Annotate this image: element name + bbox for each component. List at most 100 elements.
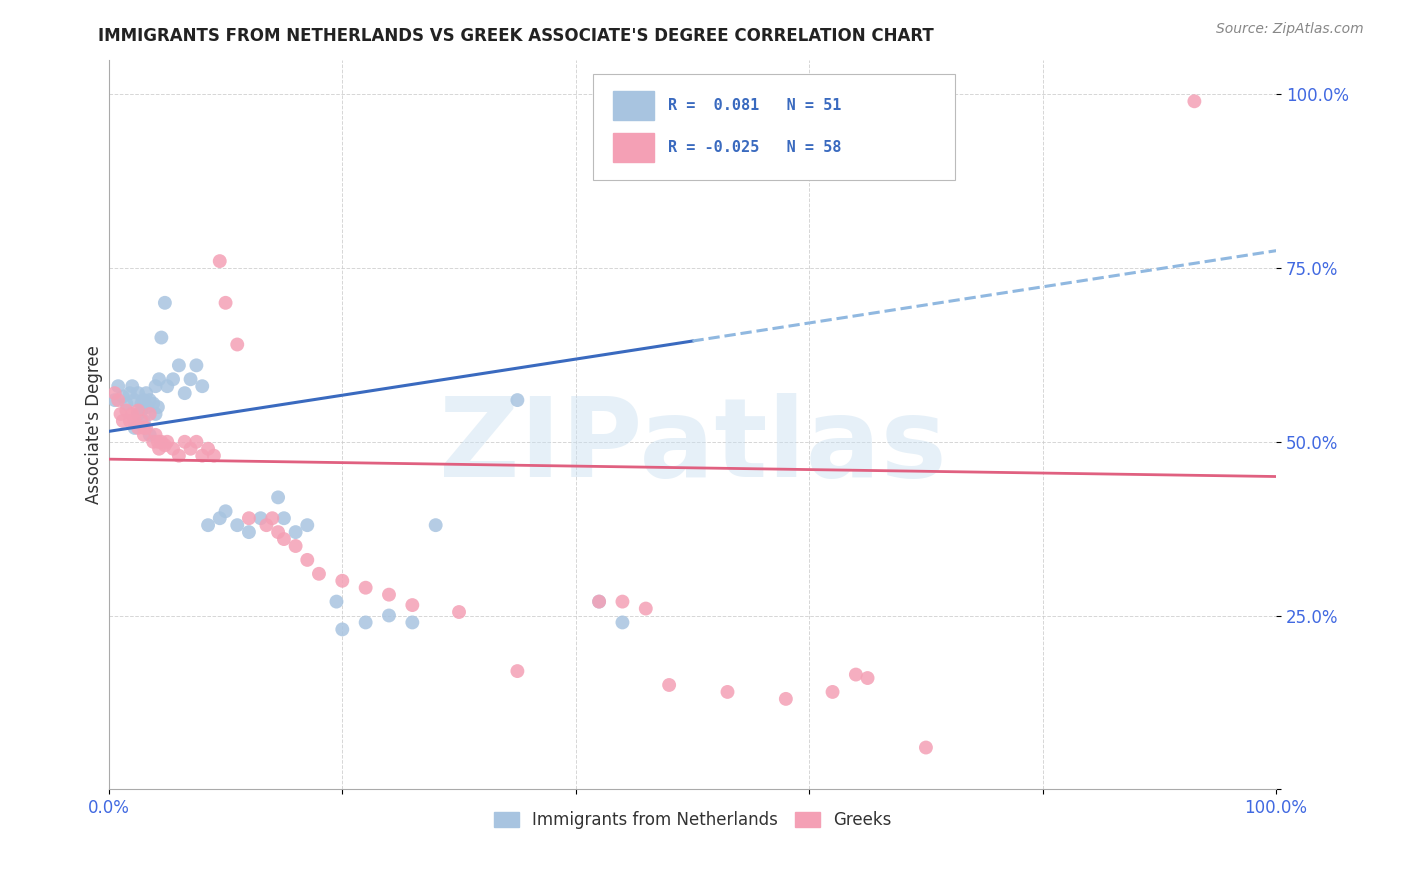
Point [146,434,169,449]
Point [330,574,353,588]
Point [238,511,260,525]
Point [104,393,127,408]
Point [132,421,155,435]
Point [208,254,231,268]
Point [634,601,657,615]
Point [131,403,153,417]
Point [138,427,160,442]
Point [107,393,129,408]
Point [138,407,160,421]
FancyBboxPatch shape [593,74,955,180]
Point [131,414,153,428]
Point [330,623,353,637]
Point [132,393,155,408]
Point [115,396,138,410]
Text: Source: ZipAtlas.com: Source: ZipAtlas.com [1216,22,1364,37]
Y-axis label: Associate's Degree: Associate's Degree [86,345,103,504]
Point [821,685,844,699]
Point [127,386,149,401]
Point [506,393,529,408]
Point [297,553,319,567]
Point [214,504,236,518]
Bar [613,133,654,161]
Point [191,449,214,463]
Point [845,667,868,681]
Point [915,740,938,755]
Point [162,442,184,456]
Point [127,421,149,435]
Point [150,434,173,449]
Point [775,692,797,706]
Point [138,393,160,408]
Point [297,518,319,533]
Point [378,608,401,623]
Text: R = -0.025   N = 58: R = -0.025 N = 58 [668,140,841,154]
Point [447,605,470,619]
Point [121,379,143,393]
Point [197,518,219,533]
Point [124,421,146,435]
Point [284,539,307,553]
Point [308,566,330,581]
Point [226,518,249,533]
Point [284,525,307,540]
Point [107,379,129,393]
Point [124,393,146,408]
Bar [613,91,654,120]
Point [156,434,179,449]
Point [273,532,295,546]
Point [132,427,155,442]
Point [716,685,738,699]
Point [162,372,184,386]
Point [262,511,284,525]
Point [226,337,249,351]
Point [146,400,169,414]
Point [249,511,271,525]
Point [191,379,214,393]
Point [145,427,167,442]
Point [142,434,165,449]
Point [148,372,170,386]
Point [197,442,219,456]
Point [325,594,347,608]
Point [378,588,401,602]
Point [401,598,423,612]
Point [612,594,634,608]
Point [136,400,159,414]
Point [425,518,447,533]
Text: ZIPatlas: ZIPatlas [439,392,946,500]
Point [658,678,681,692]
Point [153,438,176,452]
Point [135,421,157,435]
Point [132,414,155,428]
Point [167,359,190,373]
Point [127,407,149,421]
Point [145,407,167,421]
Point [354,615,377,630]
Point [186,434,208,449]
Point [202,449,225,463]
Point [135,386,157,401]
Point [118,414,141,428]
Point [118,386,141,401]
Point [127,403,149,417]
Point [401,615,423,630]
Point [124,414,146,428]
Text: IMMIGRANTS FROM NETHERLANDS VS GREEK ASSOCIATE'S DEGREE CORRELATION CHART: IMMIGRANTS FROM NETHERLANDS VS GREEK ASS… [98,27,934,45]
Point [1182,95,1205,109]
Point [173,386,195,401]
Point [131,396,153,410]
Point [115,403,138,417]
Point [145,379,167,393]
Point [111,390,134,404]
Point [254,518,277,533]
Point [104,386,127,401]
Point [111,414,134,428]
Point [214,295,236,310]
Point [588,594,610,608]
Point [180,442,202,456]
Point [612,615,634,630]
Point [856,671,879,685]
Point [208,511,231,525]
Text: R =  0.081   N = 51: R = 0.081 N = 51 [668,98,841,113]
